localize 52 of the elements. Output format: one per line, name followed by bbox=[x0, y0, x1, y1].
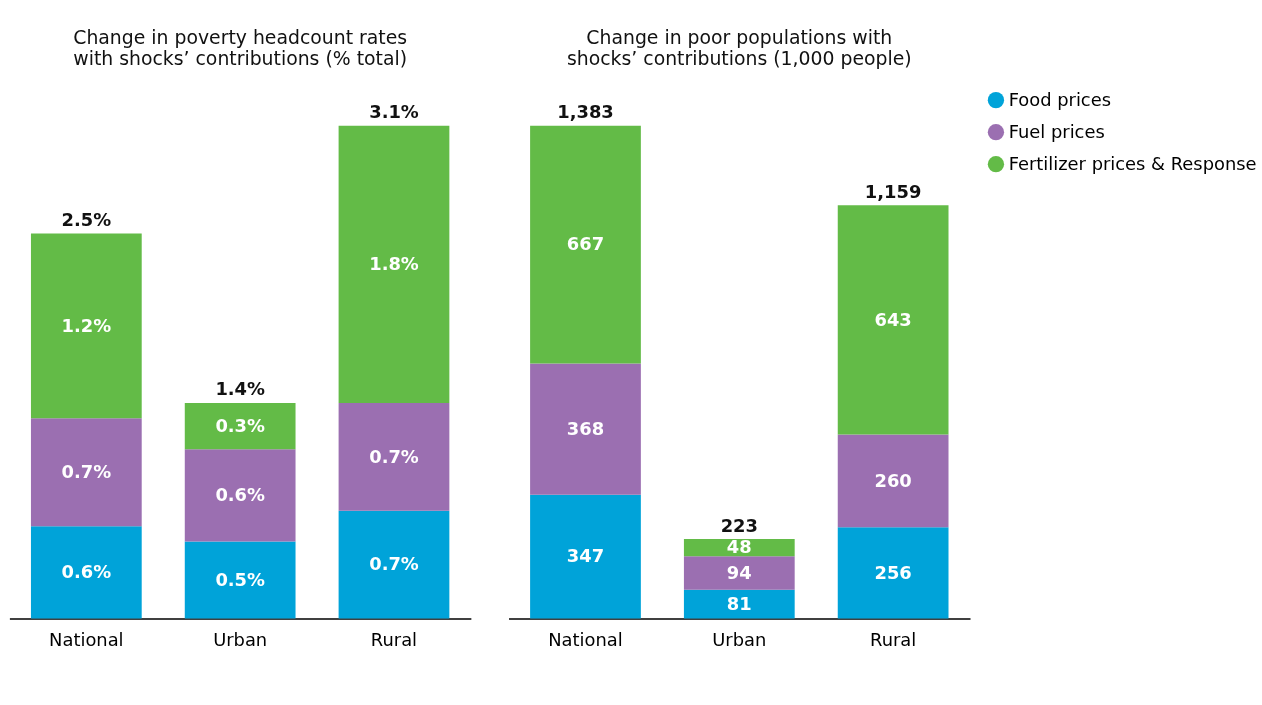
data-label: 48 bbox=[726, 536, 752, 558]
total-label: 223 bbox=[720, 514, 758, 536]
legend-label: Food prices bbox=[1008, 88, 1112, 110]
chart-title: Change in poverty headcount rates with shocks’ contributions (% total) bbox=[73, 27, 408, 69]
data-label: 368 bbox=[566, 417, 605, 439]
data-label: 94 bbox=[726, 561, 752, 583]
data-label: 0.3% bbox=[215, 414, 266, 436]
legend-label: Fuel prices bbox=[1008, 120, 1105, 142]
bar bbox=[30, 418, 142, 527]
data-label: 347 bbox=[566, 545, 605, 567]
bar bbox=[837, 434, 949, 528]
total-label: 3.1% bbox=[369, 101, 419, 123]
data-label: 0.5% bbox=[215, 568, 266, 590]
bar bbox=[530, 494, 641, 619]
bar bbox=[30, 233, 142, 419]
bar bbox=[837, 205, 949, 435]
x-tick-label: Urban bbox=[712, 629, 767, 651]
data-label: 0.7% bbox=[369, 553, 419, 575]
x-tick-label: National bbox=[49, 629, 124, 651]
bar bbox=[683, 589, 795, 619]
bar bbox=[30, 526, 142, 619]
bar bbox=[837, 527, 949, 619]
bar bbox=[338, 510, 450, 619]
x-tick-label: Urban bbox=[213, 629, 268, 651]
total-label: 2.5% bbox=[61, 208, 112, 230]
x-tick-label: Rural bbox=[870, 629, 917, 651]
total-label: 1.4% bbox=[215, 378, 266, 400]
bar bbox=[184, 402, 296, 450]
data-label: 260 bbox=[874, 469, 912, 491]
bar bbox=[530, 363, 641, 495]
bar bbox=[184, 449, 296, 542]
bar bbox=[338, 125, 450, 403]
x-tick-label: Rural bbox=[370, 629, 418, 651]
data-label: 667 bbox=[566, 233, 605, 255]
data-label: 643 bbox=[874, 308, 912, 330]
data-label: 81 bbox=[726, 592, 752, 614]
bar bbox=[683, 556, 795, 590]
bar bbox=[184, 541, 296, 619]
total-label: 1,159 bbox=[864, 180, 922, 202]
data-label: 0.6% bbox=[215, 484, 266, 506]
data-label: 0.7% bbox=[61, 460, 112, 482]
data-label: 0.7% bbox=[369, 445, 419, 467]
data-label: 1.8% bbox=[369, 252, 419, 274]
bar bbox=[338, 402, 450, 511]
bar bbox=[530, 125, 641, 364]
legend-label: Fertilizer prices & Response bbox=[1008, 152, 1257, 174]
total-label: 1,383 bbox=[557, 101, 614, 123]
x-tick-label: National bbox=[548, 629, 623, 651]
data-label: 0.6% bbox=[61, 561, 112, 583]
data-label: 1.2% bbox=[61, 314, 112, 336]
chart-title: Change in poor populations with shocks’ contributions (1,000 people) bbox=[567, 27, 912, 69]
data-label: 256 bbox=[874, 561, 912, 583]
